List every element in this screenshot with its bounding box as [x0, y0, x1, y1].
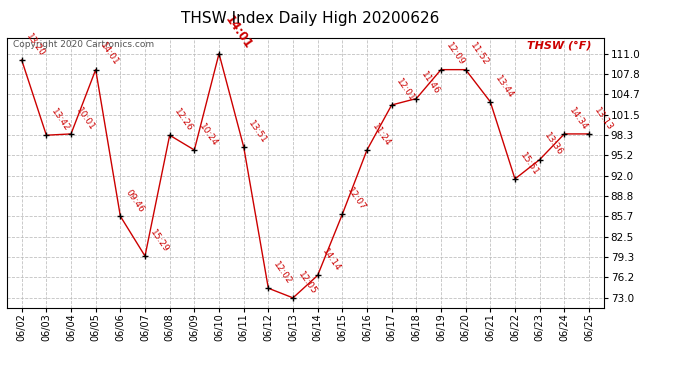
Text: 12:07: 12:07 [345, 186, 367, 212]
Text: 13:42: 13:42 [49, 107, 71, 133]
Text: 11:46: 11:46 [420, 70, 442, 97]
Text: 13:36: 13:36 [542, 131, 565, 158]
Text: 12:01: 12:01 [395, 77, 417, 103]
Text: 13:51: 13:51 [246, 118, 269, 145]
Text: 14:01: 14:01 [99, 42, 121, 68]
Text: 14:34: 14:34 [567, 106, 589, 132]
Text: THSW Index Daily High 20200626: THSW Index Daily High 20200626 [181, 11, 440, 26]
Text: 10:24: 10:24 [197, 122, 219, 148]
Text: 15:51: 15:51 [518, 151, 540, 177]
Text: 15:29: 15:29 [148, 228, 170, 254]
Text: Copyright 2020 Cartronics.com: Copyright 2020 Cartronics.com [13, 40, 154, 49]
Text: 14:14: 14:14 [321, 247, 343, 273]
Text: THSW (°F): THSW (°F) [527, 40, 592, 50]
Text: 09:46: 09:46 [124, 188, 146, 214]
Text: 10:01: 10:01 [74, 106, 96, 132]
Text: 14:01: 14:01 [222, 13, 254, 52]
Text: 12:26: 12:26 [172, 107, 195, 133]
Text: 12:05: 12:05 [296, 270, 318, 296]
Text: 12:09: 12:09 [444, 42, 466, 68]
Text: 12:02: 12:02 [271, 260, 293, 286]
Text: 13:44: 13:44 [493, 74, 515, 100]
Text: 11:24: 11:24 [370, 122, 392, 148]
Text: 13:13: 13:13 [592, 106, 614, 132]
Text: 11:52: 11:52 [469, 42, 491, 68]
Text: 13:20: 13:20 [25, 32, 47, 58]
